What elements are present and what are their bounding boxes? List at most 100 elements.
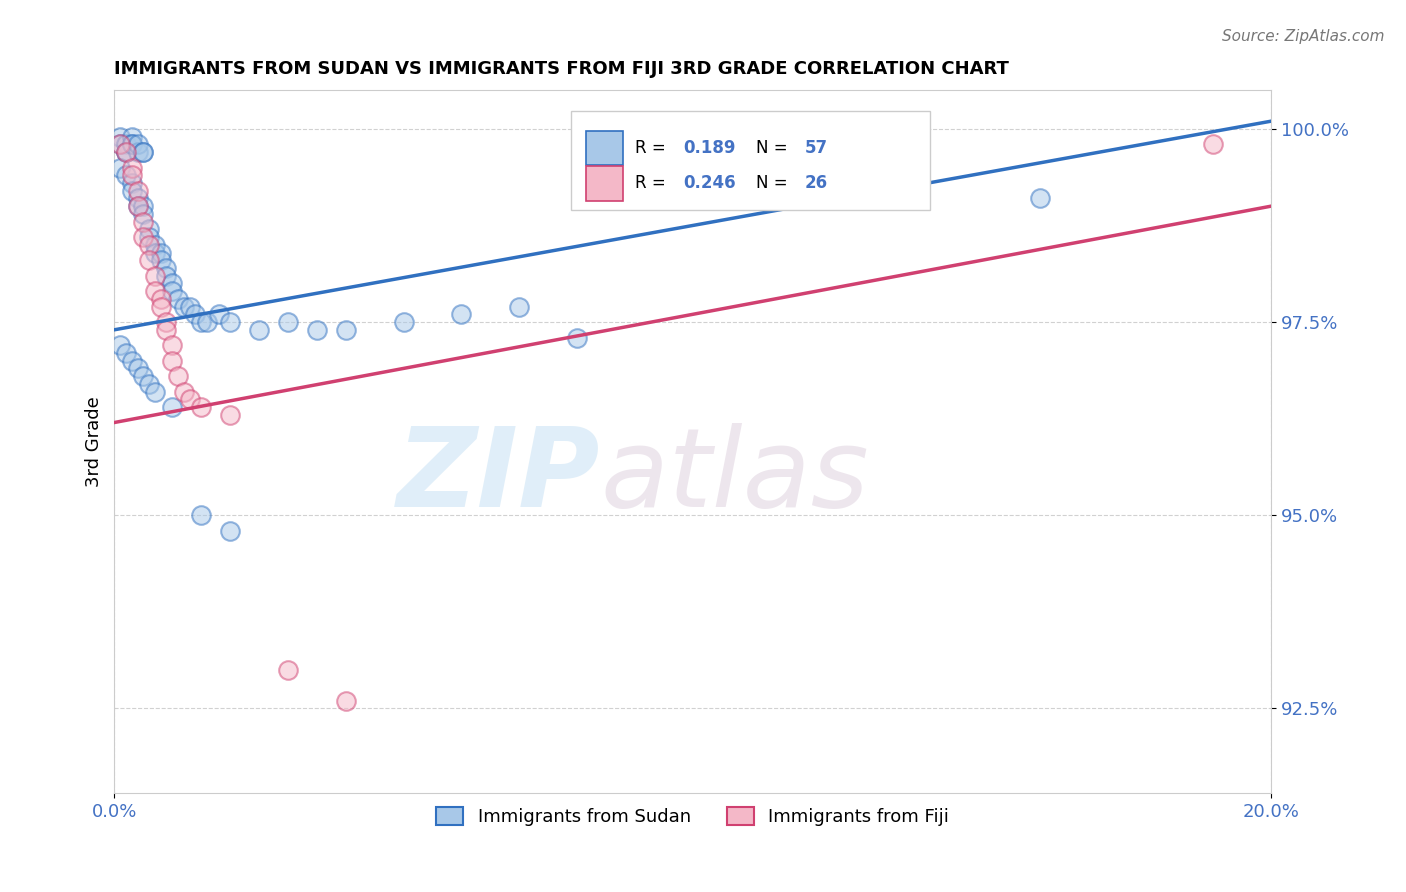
Point — [143, 245, 166, 260]
Text: 0.189: 0.189 — [683, 139, 735, 157]
Point — [138, 222, 160, 236]
Point — [392, 315, 415, 329]
Point — [143, 284, 166, 298]
Text: Source: ZipAtlas.com: Source: ZipAtlas.com — [1222, 29, 1385, 44]
Point — [162, 338, 184, 352]
Point — [162, 284, 184, 298]
Point — [247, 323, 270, 337]
Point — [127, 191, 149, 205]
Point — [149, 253, 172, 268]
Point — [179, 392, 201, 407]
Point — [121, 353, 143, 368]
Point — [149, 300, 172, 314]
Y-axis label: 3rd Grade: 3rd Grade — [86, 396, 103, 487]
Point — [115, 168, 138, 182]
Point — [127, 199, 149, 213]
Text: 26: 26 — [806, 175, 828, 193]
Point — [277, 663, 299, 677]
Point — [132, 214, 155, 228]
Point — [115, 145, 138, 159]
Point — [219, 524, 242, 538]
Point — [132, 369, 155, 384]
Point — [127, 184, 149, 198]
Point — [108, 161, 131, 175]
Point — [121, 176, 143, 190]
Point — [190, 315, 212, 329]
Point — [115, 137, 138, 152]
FancyBboxPatch shape — [571, 112, 929, 210]
Point — [565, 330, 588, 344]
Point — [108, 338, 131, 352]
Point — [335, 693, 357, 707]
Text: R =: R = — [636, 175, 671, 193]
Point — [121, 168, 143, 182]
Point — [143, 384, 166, 399]
Point — [219, 408, 242, 422]
Point — [138, 237, 160, 252]
Point — [190, 400, 212, 414]
Point — [155, 268, 177, 283]
Point — [132, 145, 155, 159]
Point — [115, 346, 138, 360]
Point — [149, 245, 172, 260]
Point — [115, 145, 138, 159]
Point — [1202, 137, 1225, 152]
Text: N =: N = — [756, 175, 793, 193]
Text: N =: N = — [756, 139, 793, 157]
Point — [127, 199, 149, 213]
Point — [127, 137, 149, 152]
Point — [138, 230, 160, 244]
Point — [121, 137, 143, 152]
Point — [132, 230, 155, 244]
Point — [184, 307, 207, 321]
Point — [108, 137, 131, 152]
Point — [127, 361, 149, 376]
Point — [277, 315, 299, 329]
Point — [305, 323, 328, 337]
Point — [167, 292, 190, 306]
FancyBboxPatch shape — [586, 166, 623, 201]
Point — [162, 400, 184, 414]
Point — [190, 508, 212, 523]
Point — [108, 129, 131, 144]
Point — [219, 315, 242, 329]
Legend: Immigrants from Sudan, Immigrants from Fiji: Immigrants from Sudan, Immigrants from F… — [429, 800, 956, 833]
Point — [179, 300, 201, 314]
Text: 57: 57 — [806, 139, 828, 157]
Point — [108, 137, 131, 152]
Point — [121, 129, 143, 144]
Point — [143, 268, 166, 283]
FancyBboxPatch shape — [586, 131, 623, 166]
Point — [149, 292, 172, 306]
Point — [143, 237, 166, 252]
Point — [138, 376, 160, 391]
Point — [121, 161, 143, 175]
Text: R =: R = — [636, 139, 671, 157]
Point — [335, 323, 357, 337]
Point — [173, 384, 195, 399]
Point — [195, 315, 218, 329]
Point — [155, 323, 177, 337]
Point — [121, 137, 143, 152]
Point — [173, 300, 195, 314]
Point — [155, 260, 177, 275]
Point — [167, 369, 190, 384]
Point — [121, 184, 143, 198]
Point — [1029, 191, 1052, 205]
Point — [450, 307, 472, 321]
Text: ZIP: ZIP — [396, 424, 600, 531]
Point — [132, 199, 155, 213]
Point — [207, 307, 229, 321]
Text: 0.246: 0.246 — [683, 175, 737, 193]
Point — [132, 207, 155, 221]
Point — [508, 300, 530, 314]
Point — [155, 315, 177, 329]
Point — [138, 253, 160, 268]
Point — [115, 145, 138, 159]
Point — [132, 145, 155, 159]
Point — [127, 145, 149, 159]
Text: IMMIGRANTS FROM SUDAN VS IMMIGRANTS FROM FIJI 3RD GRADE CORRELATION CHART: IMMIGRANTS FROM SUDAN VS IMMIGRANTS FROM… — [114, 60, 1010, 78]
Text: atlas: atlas — [600, 424, 869, 531]
Point — [162, 353, 184, 368]
Point — [162, 277, 184, 291]
